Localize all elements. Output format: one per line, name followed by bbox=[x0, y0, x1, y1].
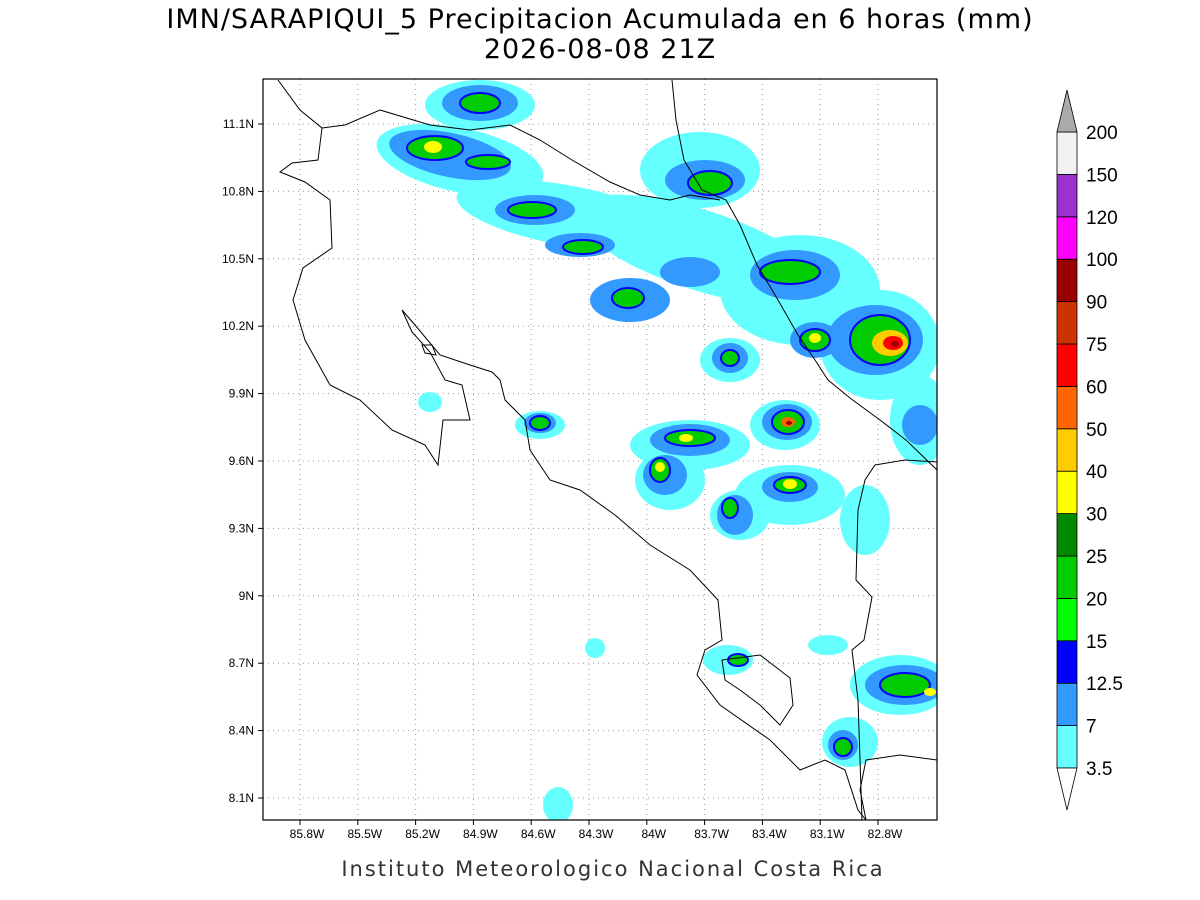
colorbar-label: 75 bbox=[1086, 335, 1107, 356]
colorbar-box bbox=[1056, 131, 1078, 175]
colorbar-box bbox=[1056, 428, 1078, 472]
colorbar-box bbox=[1056, 555, 1078, 599]
colorbar-box bbox=[1056, 640, 1078, 684]
colorbar-label: 30 bbox=[1086, 505, 1107, 526]
colorbar-label: 200 bbox=[1086, 123, 1118, 144]
lat-tick-label: 9.9N bbox=[229, 387, 254, 401]
coastlines bbox=[277, 79, 937, 820]
colorbar-label: 120 bbox=[1086, 208, 1118, 229]
colorbar-label: 3.5 bbox=[1086, 759, 1112, 780]
colorbar-box bbox=[1056, 598, 1078, 642]
colorbar-label: 7 bbox=[1086, 717, 1097, 738]
lat-tick-label: 8.4N bbox=[229, 724, 254, 738]
colorbar-box bbox=[1056, 682, 1078, 727]
lon-tick-label: 85.5W bbox=[347, 827, 382, 841]
colorbar: 3.5 7 12.5 15 20 25 30 40 50 60 75 90 100 120 150 200 bbox=[1056, 89, 1123, 811]
colorbar-box bbox=[1056, 301, 1078, 345]
lon-tick-label: 85.8W bbox=[290, 827, 325, 841]
colorbar-box bbox=[1056, 513, 1078, 557]
colorbar-label: 150 bbox=[1086, 165, 1118, 186]
grid bbox=[263, 79, 937, 820]
precip-core bbox=[781, 330, 908, 427]
lat-tick-label: 11.1N bbox=[223, 117, 254, 131]
lat-tick-label: 10.8N bbox=[222, 184, 254, 198]
lon-tick-label: 83.7W bbox=[694, 827, 729, 841]
colorbar-above bbox=[1056, 89, 1078, 133]
lon-tick-label: 85.2W bbox=[405, 827, 440, 841]
colorbar-box bbox=[1056, 258, 1078, 303]
precipitation-field bbox=[376, 80, 937, 820]
axis-labels: 11.1N 10.8N 10.5N 10.2N 9.9N 9.6N 9.3N 9N 8.7N 8.… bbox=[222, 117, 903, 841]
lon-tick-label: 84W bbox=[641, 827, 666, 841]
colorbar-label: 20 bbox=[1086, 589, 1107, 610]
colorbar-label: 60 bbox=[1086, 377, 1107, 398]
colorbar-box bbox=[1056, 470, 1078, 515]
colorbar-box bbox=[1056, 216, 1078, 260]
lat-tick-label: 9N bbox=[239, 589, 254, 603]
colorbar-box bbox=[1056, 385, 1078, 430]
colorbar-box bbox=[1056, 343, 1078, 387]
map-frame bbox=[262, 78, 938, 821]
lon-tick-label: 84.6W bbox=[521, 827, 556, 841]
colorbar-box bbox=[1056, 725, 1078, 769]
footer: Instituto Meteorologico Nacional Costa R… bbox=[341, 857, 884, 881]
lon-tick-label: 84.9W bbox=[463, 827, 498, 841]
precip-30 bbox=[424, 141, 936, 696]
colorbar-label: 40 bbox=[1086, 462, 1107, 483]
colorbar-label: 25 bbox=[1086, 547, 1107, 568]
colorbar-label: 50 bbox=[1086, 420, 1107, 441]
lat-tick-label: 9.3N bbox=[229, 521, 254, 535]
colorbar-label: 12.5 bbox=[1086, 674, 1123, 695]
lat-tick-label: 10.5N bbox=[222, 252, 254, 266]
lat-tick-label: 9.6N bbox=[229, 454, 254, 468]
lon-tick-label: 83.4W bbox=[752, 827, 787, 841]
colorbar-box bbox=[1056, 173, 1078, 218]
colorbar-label: 15 bbox=[1086, 632, 1107, 653]
lat-tick-label: 10.2N bbox=[222, 319, 254, 333]
lon-tick-label: 82.8W bbox=[868, 827, 903, 841]
lon-tick-label: 84.3W bbox=[579, 827, 614, 841]
colorbar-label: 90 bbox=[1086, 293, 1107, 314]
lat-tick-label: 8.1N bbox=[229, 791, 254, 805]
map-title: IMN/SARAPIQUI_5 Precipitacion Acumulada … bbox=[166, 4, 1033, 35]
map-subtitle: 2026-08-08 21Z bbox=[484, 34, 716, 65]
colorbar-below bbox=[1056, 767, 1078, 811]
lat-tick-label: 8.7N bbox=[229, 656, 254, 670]
colorbar-label: 100 bbox=[1086, 250, 1118, 271]
lon-tick-label: 83.1W bbox=[810, 827, 845, 841]
